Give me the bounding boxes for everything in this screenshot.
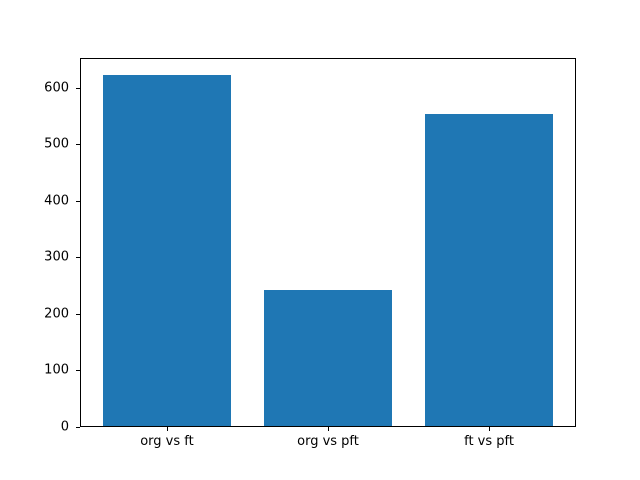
y-tick-mark — [76, 313, 80, 315]
y-tick-mark — [76, 200, 80, 202]
y-tick-label: 300 — [44, 249, 69, 265]
plot-area — [80, 58, 576, 427]
y-tick-mark — [76, 144, 80, 146]
y-tick-mark — [76, 427, 80, 428]
x-tick-label: org vs ft — [140, 434, 194, 449]
x-tick-mark — [489, 427, 491, 431]
x-tick-mark — [166, 427, 168, 431]
y-tick-label: 100 — [44, 362, 69, 378]
y-tick-label: 500 — [44, 136, 69, 152]
x-tick-label: org vs pft — [297, 434, 359, 449]
y-tick-label: 400 — [44, 193, 69, 209]
y-tick-label: 0 — [60, 419, 69, 435]
x-tick-mark — [328, 427, 329, 431]
y-tick-mark — [76, 87, 80, 89]
y-tick-mark — [76, 257, 80, 259]
y-tick-label: 200 — [44, 306, 69, 322]
x-tick-label: ft vs pft — [464, 434, 514, 449]
bar-org-vs-ft — [102, 74, 232, 426]
bar-org-vs-pft — [263, 290, 393, 426]
y-tick-label: 600 — [44, 80, 69, 96]
bar-ft-vs-pft — [424, 113, 554, 426]
y-tick-mark — [76, 370, 80, 372]
